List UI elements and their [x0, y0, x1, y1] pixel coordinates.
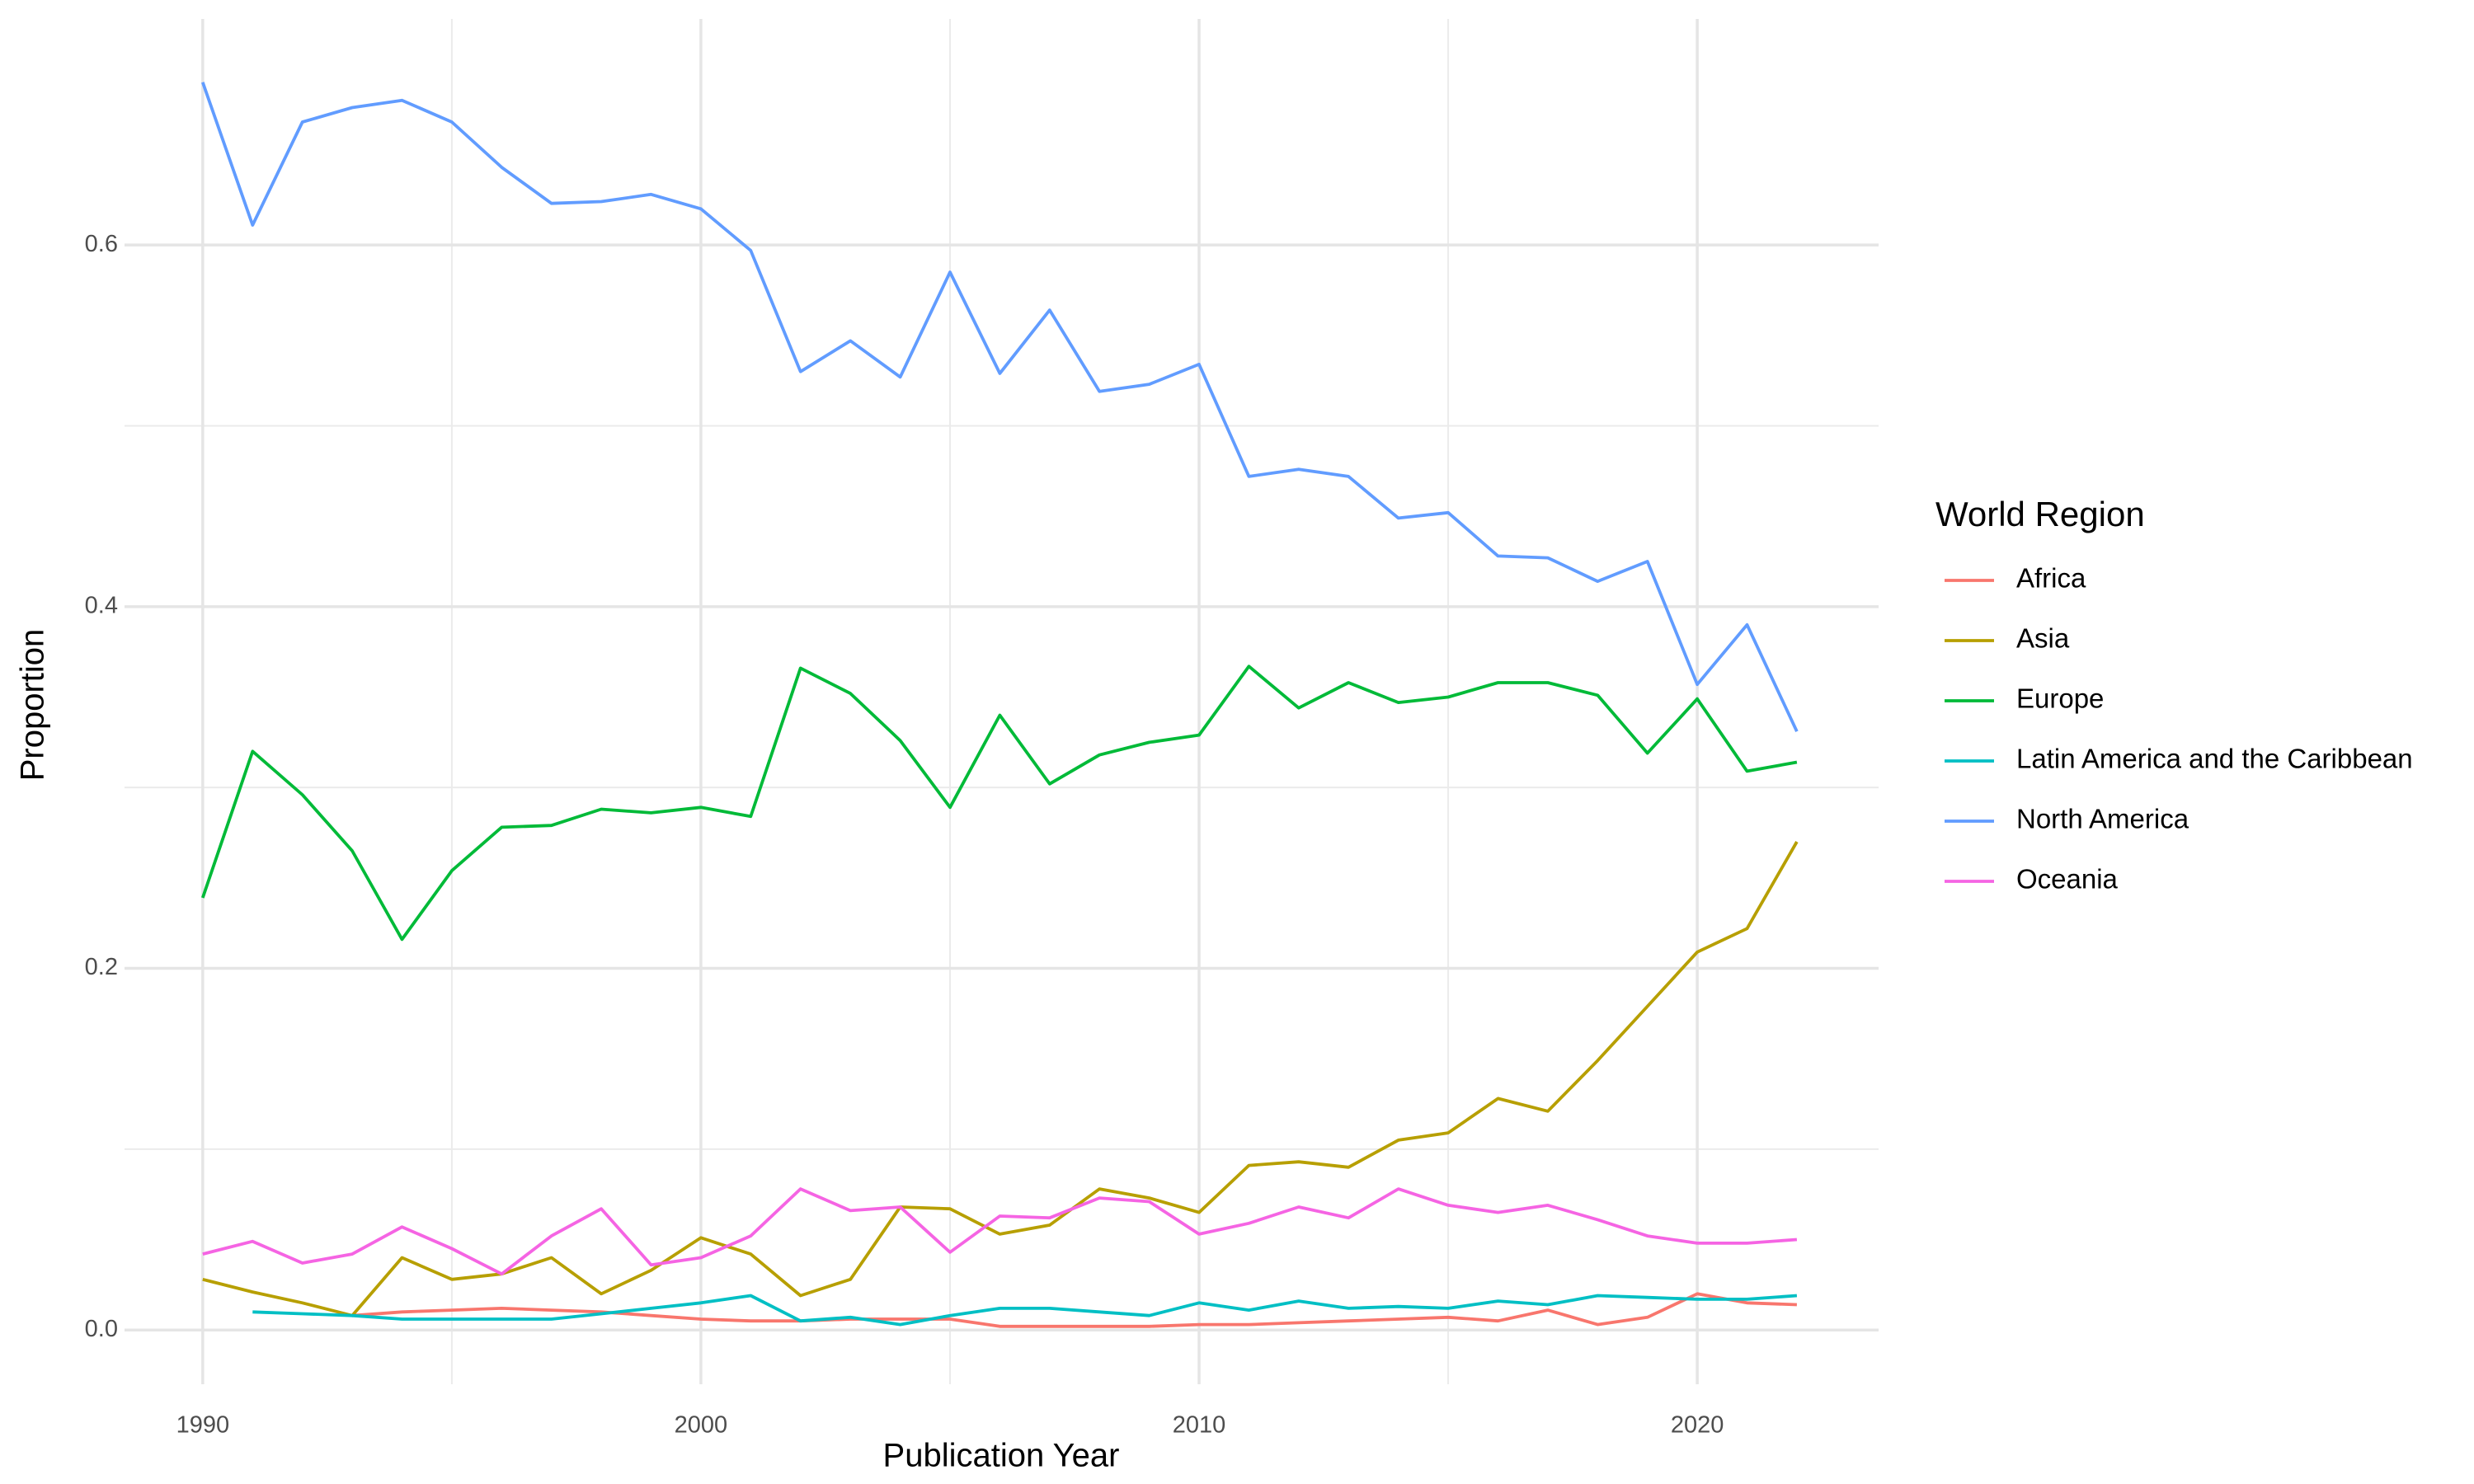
legend-label: Europe [2016, 683, 2104, 714]
y-tick-label: 0.6 [85, 231, 118, 257]
y-tick-label: 0.0 [85, 1316, 118, 1342]
legend-label: Latin America and the Caribbean [2016, 744, 2413, 774]
series-line [202, 841, 1799, 1317]
series-line [201, 665, 1798, 942]
legend-label: Asia [2016, 623, 2070, 654]
x-tick-label: 2020 [1671, 1412, 1724, 1439]
series-line [351, 1292, 1797, 1328]
legend-label: North America [2016, 804, 2189, 834]
x-tick-label: 2000 [675, 1412, 728, 1439]
series-line [201, 82, 1799, 733]
legend-label: Oceania [2016, 864, 2119, 895]
x-tick-label: 1990 [176, 1412, 230, 1439]
legend-label: Africa [2016, 563, 2086, 594]
y-tick-label: 0.4 [85, 593, 118, 619]
y-axis-title: Proportion [15, 629, 51, 782]
legend-title: World Region [1935, 495, 2145, 533]
x-tick-label: 2010 [1173, 1412, 1226, 1439]
x-axis-title: Publication Year [883, 1438, 1120, 1474]
y-tick-label: 0.2 [85, 954, 118, 980]
series-line [252, 1294, 1798, 1327]
series-line [202, 1187, 1798, 1276]
